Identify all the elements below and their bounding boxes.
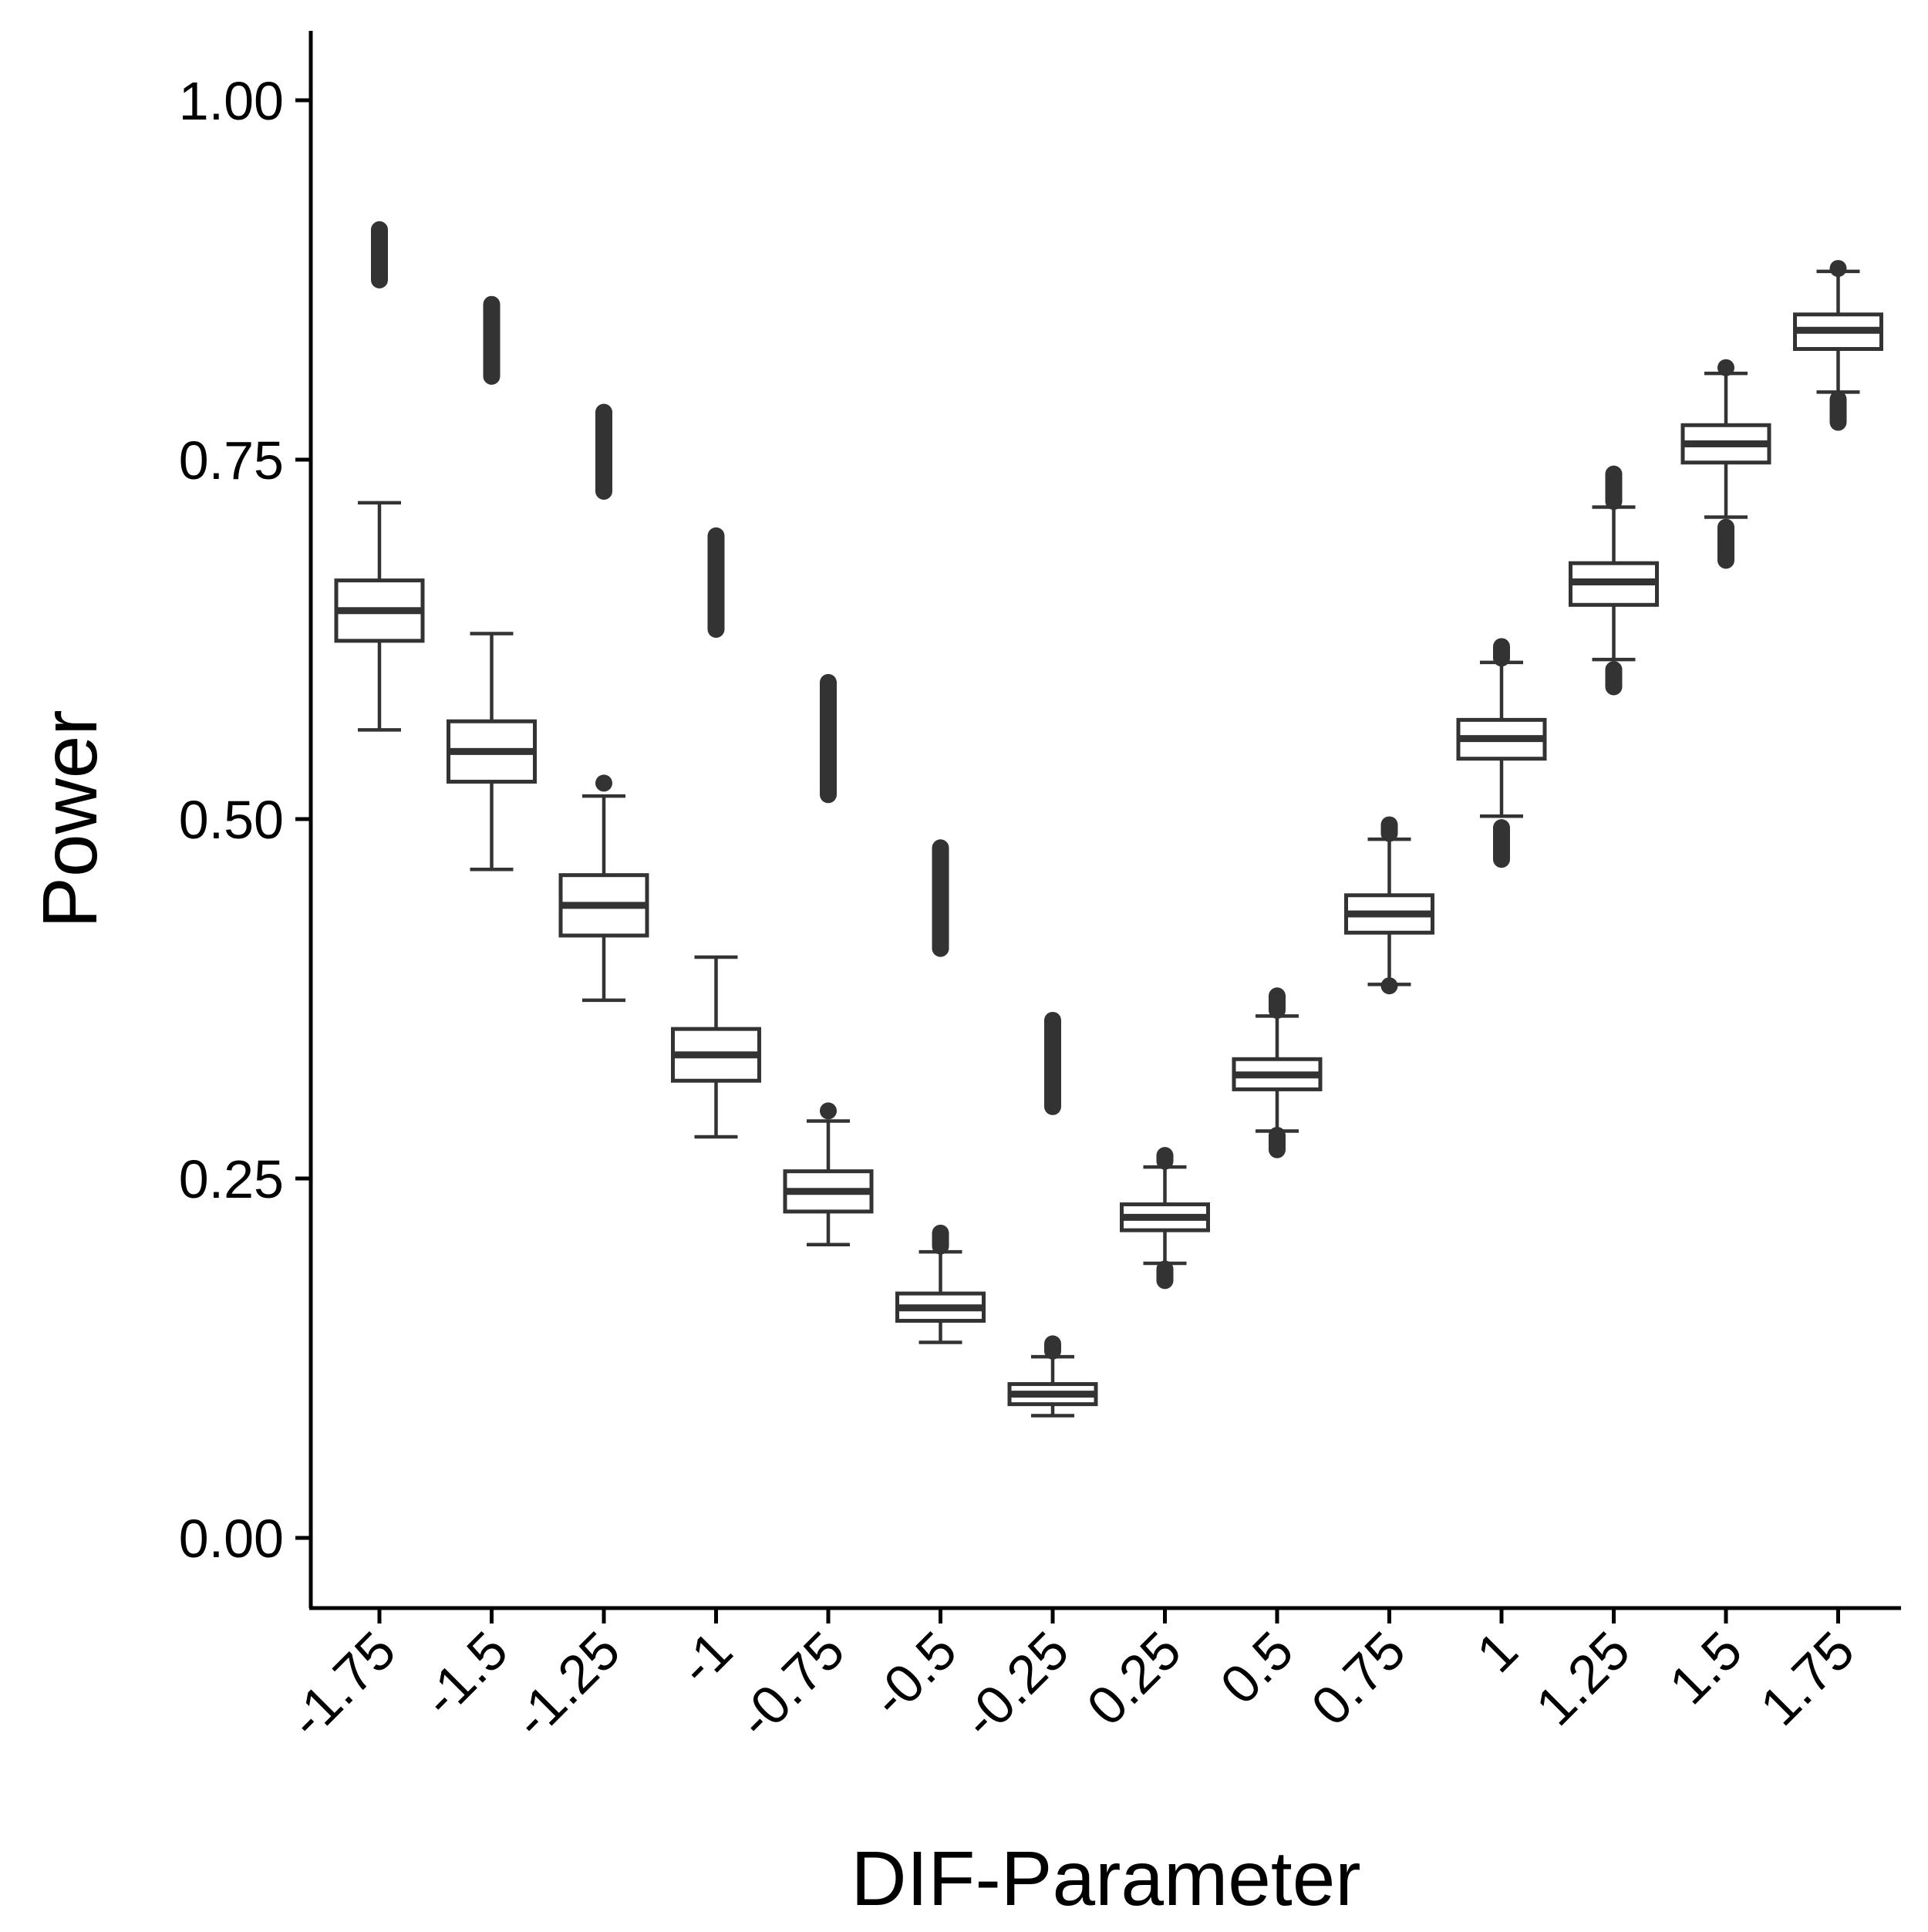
outliers-high — [1493, 638, 1510, 667]
outlier-band — [595, 403, 612, 501]
y-tick-label: 1.00 — [179, 71, 284, 131]
outliers-high — [1605, 465, 1623, 511]
box-group — [1007, 1011, 1098, 1418]
outliers-low — [1717, 518, 1734, 569]
outliers-high — [595, 774, 612, 792]
x-tick-label: 1.25 — [1525, 1620, 1641, 1736]
outliers-high — [932, 1224, 949, 1255]
axes-layer: 0.000.250.500.751.00 -1.75 -1.5-1.25 -1-0.… — [179, 31, 1901, 1749]
x-tick-label: -0.75 — [726, 1620, 856, 1749]
box-group — [895, 839, 986, 1344]
outliers-high — [1156, 1147, 1174, 1170]
y-tick-label: 0.50 — [179, 790, 284, 850]
box-group — [334, 221, 425, 732]
outliers-low — [1829, 390, 1847, 431]
box-group — [671, 527, 761, 1139]
box-group — [558, 403, 649, 1003]
y-tick-label: 0.75 — [179, 430, 284, 491]
outliers-high — [1829, 260, 1847, 278]
x-tick-label: 0.5 — [1209, 1620, 1305, 1715]
x-axis-title: DIF-Parameter — [851, 1836, 1360, 1922]
outlier-band — [932, 839, 949, 957]
box-group — [1456, 638, 1547, 868]
x-axis-ticks: -1.75 -1.5-1.25 -1-0.75 -0.5-0.250.25 0.50.7… — [278, 1608, 1866, 1749]
outliers-low — [1605, 661, 1623, 696]
boxes-layer — [334, 221, 1883, 1418]
outlier-band — [1044, 1011, 1061, 1115]
box-group — [447, 295, 537, 872]
box-group — [1344, 816, 1434, 995]
outliers-high — [1717, 359, 1734, 376]
x-tick-label: -0.5 — [860, 1620, 968, 1728]
x-tick-label: -1.25 — [502, 1620, 632, 1749]
x-tick-label: 1.5 — [1658, 1620, 1754, 1715]
y-tick-label: 0.00 — [179, 1509, 284, 1569]
box-group — [1232, 987, 1323, 1158]
outlier-band — [371, 221, 388, 288]
outliers-low — [1156, 1260, 1174, 1290]
outliers-low — [1269, 1127, 1286, 1158]
outliers-high — [820, 1102, 837, 1120]
box-group — [1120, 1147, 1210, 1290]
outlier-band — [483, 295, 501, 385]
y-axis-ticks: 0.00 0.25 0.50 0.75 1.00 — [179, 71, 311, 1569]
x-tick-label: 1 — [1465, 1620, 1529, 1684]
x-tick-label: -1 — [667, 1620, 743, 1696]
box-group — [1569, 465, 1659, 696]
outliers-high — [1269, 987, 1286, 1019]
box-group — [783, 673, 874, 1246]
y-axis-title: Power — [27, 710, 113, 928]
outlier-band — [820, 673, 837, 804]
outliers-low — [1493, 819, 1510, 868]
y-tick-label: 0.25 — [179, 1149, 284, 1209]
outlier-band — [707, 527, 725, 638]
x-tick-label: -0.25 — [951, 1620, 1080, 1749]
box-group — [1680, 359, 1771, 569]
outliers-high — [1380, 816, 1398, 842]
outliers-high — [1044, 1335, 1061, 1360]
x-tick-label: 0.75 — [1300, 1620, 1417, 1736]
x-tick-label: -1.5 — [411, 1620, 519, 1728]
box-group — [1793, 260, 1883, 431]
x-tick-label: 1.75 — [1749, 1620, 1866, 1736]
outliers-low — [1380, 977, 1398, 995]
x-tick-label: -1.75 — [278, 1620, 407, 1749]
x-tick-label: 0.25 — [1076, 1620, 1192, 1736]
